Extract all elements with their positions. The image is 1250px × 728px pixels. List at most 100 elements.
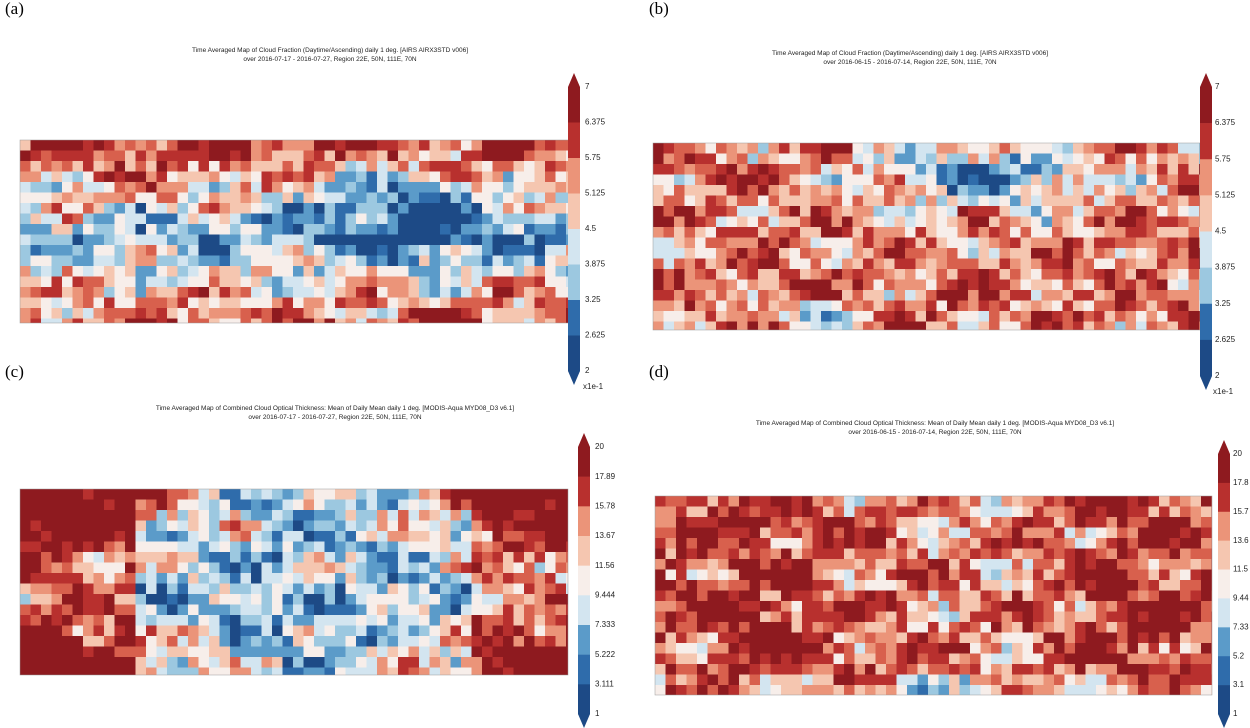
map-cell bbox=[716, 164, 727, 175]
map-cell bbox=[907, 538, 918, 549]
map-cell bbox=[73, 224, 84, 235]
map-cell bbox=[199, 182, 210, 193]
map-cell bbox=[524, 615, 535, 626]
map-cell bbox=[398, 500, 409, 511]
map-cell bbox=[167, 287, 178, 298]
map-cell bbox=[262, 172, 273, 183]
map-cell bbox=[760, 517, 771, 528]
map-cell bbox=[20, 594, 31, 605]
map-cell bbox=[1180, 633, 1191, 644]
map-cell bbox=[136, 636, 147, 647]
map-cell bbox=[727, 217, 738, 228]
map-cell bbox=[409, 647, 420, 658]
map-cell bbox=[524, 266, 535, 277]
map-cell bbox=[545, 308, 556, 319]
map-cell bbox=[83, 193, 94, 204]
map-cell bbox=[146, 203, 157, 214]
map-cell bbox=[283, 584, 294, 595]
map-cell bbox=[1094, 269, 1105, 280]
map-cell bbox=[947, 143, 958, 154]
map-cell bbox=[1105, 311, 1116, 322]
map-cell bbox=[367, 542, 378, 553]
map-cell bbox=[1149, 643, 1160, 654]
map-cell bbox=[115, 489, 126, 500]
map-cell bbox=[398, 287, 409, 298]
map-cell bbox=[31, 308, 42, 319]
map-cell bbox=[1138, 559, 1149, 570]
map-cell bbox=[939, 517, 950, 528]
map-cell bbox=[461, 615, 472, 626]
map-cell bbox=[779, 322, 790, 331]
map-cell bbox=[346, 573, 357, 584]
map-cell bbox=[356, 224, 367, 235]
map-cell bbox=[968, 143, 979, 154]
map-cell bbox=[958, 185, 969, 196]
map-cell bbox=[1117, 633, 1128, 644]
map-cell bbox=[1170, 570, 1181, 581]
map-cell bbox=[188, 151, 199, 162]
map-cell bbox=[472, 182, 483, 193]
map-cell bbox=[503, 140, 514, 151]
map-cell bbox=[781, 654, 792, 665]
map-cell bbox=[1075, 601, 1086, 612]
map-cell bbox=[968, 154, 979, 165]
map-cell bbox=[895, 248, 906, 259]
map-cell bbox=[1094, 175, 1105, 186]
map-cell bbox=[104, 214, 115, 225]
map-cell bbox=[230, 531, 241, 542]
map-cell bbox=[503, 277, 514, 288]
map-cell bbox=[388, 647, 399, 658]
map-cell bbox=[653, 154, 664, 165]
map-cell bbox=[834, 559, 845, 570]
map-cell bbox=[398, 161, 409, 172]
map-cell bbox=[655, 612, 666, 623]
map-cell bbox=[199, 203, 210, 214]
colorbar-segment bbox=[1218, 685, 1230, 714]
map-cell bbox=[503, 214, 514, 225]
map-cell bbox=[230, 584, 241, 595]
map-cell bbox=[939, 622, 950, 633]
map-cell bbox=[792, 570, 803, 581]
map-cell bbox=[676, 591, 687, 602]
map-cell bbox=[125, 308, 136, 319]
map-cell bbox=[1138, 643, 1149, 654]
map-cell bbox=[451, 287, 462, 298]
map-cell bbox=[125, 657, 136, 668]
map-cell bbox=[916, 269, 927, 280]
map-cell bbox=[989, 196, 1000, 207]
colorbar-segment bbox=[568, 158, 580, 194]
map-cell bbox=[451, 531, 462, 542]
map-cell bbox=[865, 538, 876, 549]
map-cell bbox=[62, 636, 73, 647]
panel: (b)Time Averaged Map of Cloud Fraction (… bbox=[649, 0, 1236, 396]
map-cell bbox=[346, 140, 357, 151]
map-cell bbox=[1178, 301, 1189, 312]
map-cell bbox=[708, 549, 719, 560]
map-cell bbox=[524, 657, 535, 668]
map-cell bbox=[272, 615, 283, 626]
map-cell bbox=[907, 549, 918, 560]
map-cell bbox=[52, 319, 63, 324]
map-cell bbox=[989, 154, 1000, 165]
map-cell bbox=[1191, 654, 1202, 665]
map-cell bbox=[685, 164, 696, 175]
map-cell bbox=[367, 235, 378, 246]
map-cell bbox=[907, 622, 918, 633]
map-cell bbox=[811, 322, 822, 331]
map-cell bbox=[304, 319, 315, 324]
map-cell bbox=[1107, 685, 1118, 695]
map-cell bbox=[503, 563, 514, 574]
map-cell bbox=[524, 563, 535, 574]
map-cell bbox=[199, 552, 210, 563]
map-cell bbox=[771, 622, 782, 633]
map-cell bbox=[388, 277, 399, 288]
map-cell bbox=[718, 643, 729, 654]
map-cell bbox=[146, 214, 157, 225]
map-cell bbox=[708, 643, 719, 654]
map-cell bbox=[1033, 496, 1044, 507]
map-cell bbox=[241, 521, 252, 532]
map-cell bbox=[1159, 622, 1170, 633]
map-cell bbox=[178, 510, 189, 521]
map-cell bbox=[687, 570, 698, 581]
map-cell bbox=[884, 185, 895, 196]
